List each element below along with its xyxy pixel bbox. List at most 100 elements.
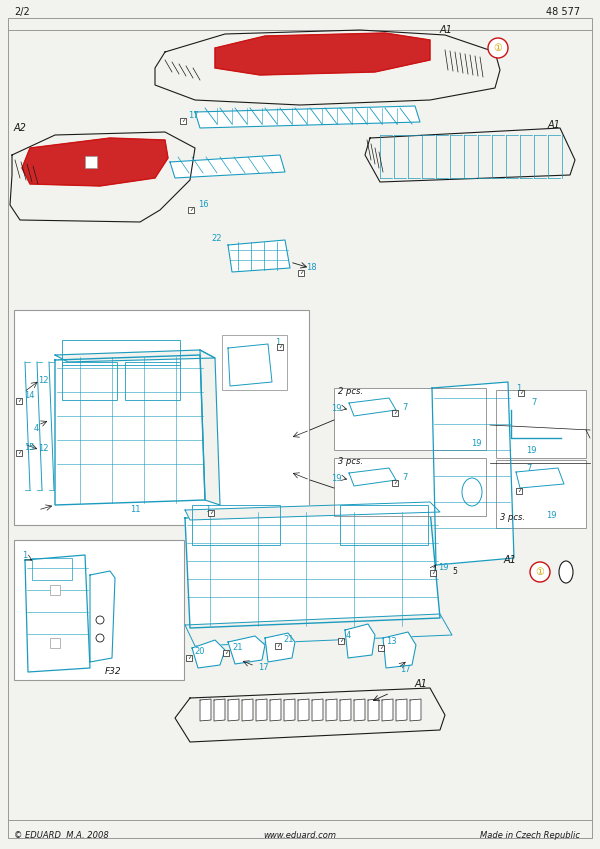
Text: 19: 19 xyxy=(438,564,449,572)
Text: ✓: ✓ xyxy=(519,391,524,396)
Polygon shape xyxy=(55,355,205,505)
Text: A1: A1 xyxy=(415,679,428,689)
Polygon shape xyxy=(55,350,215,362)
Polygon shape xyxy=(265,633,295,662)
Bar xyxy=(378,645,384,651)
Text: 48 577: 48 577 xyxy=(546,7,580,17)
Text: www.eduard.com: www.eduard.com xyxy=(263,830,337,840)
Text: ✓: ✓ xyxy=(17,451,22,456)
Text: ✓: ✓ xyxy=(209,510,214,515)
Text: 17: 17 xyxy=(258,664,269,672)
Polygon shape xyxy=(516,468,564,488)
Text: 11: 11 xyxy=(130,505,140,514)
Text: 2/2: 2/2 xyxy=(14,7,30,17)
Text: 21: 21 xyxy=(283,636,293,644)
Polygon shape xyxy=(228,240,290,272)
Circle shape xyxy=(530,562,550,582)
Bar xyxy=(85,156,97,168)
Text: 21: 21 xyxy=(232,643,242,651)
Circle shape xyxy=(96,616,104,624)
Text: 15: 15 xyxy=(24,442,35,452)
Polygon shape xyxy=(25,555,90,672)
Bar xyxy=(496,460,586,528)
Bar xyxy=(496,390,586,458)
Text: ✓: ✓ xyxy=(379,645,383,650)
Text: 19: 19 xyxy=(471,438,482,447)
Text: 7: 7 xyxy=(526,464,532,473)
Bar xyxy=(334,388,486,450)
Circle shape xyxy=(488,38,508,58)
Text: © EDUARD  M.A. 2008: © EDUARD M.A. 2008 xyxy=(14,830,109,840)
Polygon shape xyxy=(22,138,168,186)
Polygon shape xyxy=(195,106,420,128)
Bar xyxy=(392,480,398,486)
Text: ✓: ✓ xyxy=(517,488,521,493)
Text: ✓: ✓ xyxy=(299,271,304,275)
Text: ✓: ✓ xyxy=(189,207,194,212)
Bar xyxy=(186,655,192,661)
Text: F32: F32 xyxy=(105,667,122,677)
Bar xyxy=(338,638,344,644)
Text: 17: 17 xyxy=(188,110,199,120)
Text: Made in Czech Republic: Made in Czech Republic xyxy=(480,830,580,840)
Polygon shape xyxy=(312,699,323,721)
Polygon shape xyxy=(200,350,220,505)
Text: 19: 19 xyxy=(331,403,342,413)
Polygon shape xyxy=(345,624,375,658)
Text: 22: 22 xyxy=(212,233,222,243)
Bar xyxy=(180,118,186,124)
Bar xyxy=(32,558,72,580)
Bar xyxy=(222,335,287,390)
Polygon shape xyxy=(185,614,452,646)
Polygon shape xyxy=(214,699,225,721)
Text: ✓: ✓ xyxy=(17,398,22,403)
Text: A1: A1 xyxy=(503,555,516,565)
Text: 5: 5 xyxy=(452,567,457,576)
Bar xyxy=(14,540,184,680)
Polygon shape xyxy=(185,502,440,520)
Bar xyxy=(50,638,60,648)
Text: 17: 17 xyxy=(400,666,410,674)
Bar xyxy=(340,505,428,545)
Text: 2 pcs.: 2 pcs. xyxy=(338,386,363,396)
Text: 1: 1 xyxy=(205,505,210,514)
Bar xyxy=(334,458,486,516)
Polygon shape xyxy=(242,699,253,721)
Bar xyxy=(125,362,180,400)
Text: ①: ① xyxy=(536,567,544,577)
Text: ✓: ✓ xyxy=(224,650,229,655)
Polygon shape xyxy=(155,30,500,105)
Text: 13: 13 xyxy=(386,638,397,646)
Bar xyxy=(16,450,22,456)
Text: 19: 19 xyxy=(546,510,557,520)
Polygon shape xyxy=(326,699,337,721)
Bar xyxy=(518,390,524,396)
Bar xyxy=(430,570,436,576)
Text: 1: 1 xyxy=(516,384,521,392)
Bar xyxy=(208,510,214,516)
Bar xyxy=(516,488,522,494)
Text: ✓: ✓ xyxy=(393,481,398,486)
Polygon shape xyxy=(382,699,393,721)
Text: 7: 7 xyxy=(402,402,407,412)
Bar xyxy=(392,410,398,416)
Text: 3 pcs.: 3 pcs. xyxy=(338,457,363,465)
Text: ✓: ✓ xyxy=(181,119,185,123)
Text: 14: 14 xyxy=(24,391,35,400)
Text: 12: 12 xyxy=(38,375,49,385)
Polygon shape xyxy=(383,632,416,668)
Text: 18: 18 xyxy=(306,262,317,272)
Bar xyxy=(223,650,229,656)
Polygon shape xyxy=(192,640,225,668)
Polygon shape xyxy=(298,699,309,721)
Polygon shape xyxy=(215,33,430,75)
Polygon shape xyxy=(354,699,365,721)
Text: 7: 7 xyxy=(531,397,536,407)
Text: ✓: ✓ xyxy=(276,644,281,649)
Text: 4: 4 xyxy=(346,631,351,639)
Polygon shape xyxy=(365,128,575,182)
Bar xyxy=(277,344,283,350)
Polygon shape xyxy=(368,699,379,721)
Polygon shape xyxy=(270,699,281,721)
Text: A1: A1 xyxy=(440,25,453,35)
